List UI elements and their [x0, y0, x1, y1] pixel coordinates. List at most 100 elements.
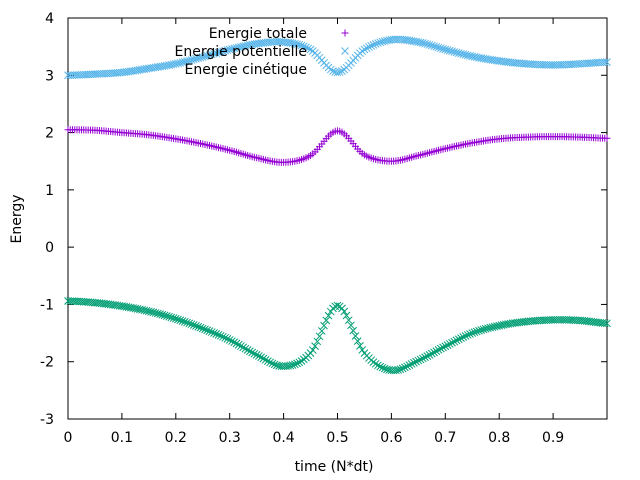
data-point: [219, 332, 227, 341]
data-point: [430, 42, 438, 51]
data-point: [288, 361, 297, 369]
data-point: [470, 328, 479, 337]
data-point: [392, 366, 400, 375]
x-tick-label: 0.1: [111, 430, 133, 446]
data-point: [232, 44, 241, 52]
data-point: [421, 39, 429, 48]
data-point: [432, 347, 441, 355]
data-point: [196, 323, 205, 332]
data-point: [142, 306, 151, 315]
data-point: [416, 38, 425, 47]
data-point: [293, 40, 301, 49]
data-point: [436, 44, 445, 53]
data-point: [380, 364, 389, 373]
data-point: [178, 58, 187, 67]
x-tick-label: 0.2: [165, 430, 187, 446]
data-point: [144, 307, 153, 316]
data-point: [600, 58, 609, 67]
data-point: [230, 44, 239, 53]
data-point: [187, 56, 196, 64]
data-point: [248, 348, 257, 357]
data-point: [335, 68, 344, 76]
data-point: [174, 315, 182, 324]
data-point: [207, 50, 216, 59]
data-point: [603, 319, 611, 328]
data-point: [306, 45, 315, 54]
data-point: [171, 314, 180, 323]
x-tick-label: 0.7: [434, 430, 456, 446]
data-point: [284, 362, 292, 370]
data-point: [376, 362, 385, 371]
data-point: [169, 60, 178, 69]
data-point: [237, 342, 245, 350]
data-point: [136, 305, 144, 314]
data-point: [225, 45, 234, 54]
y-tick-label: 3: [45, 68, 54, 84]
data-point: [445, 46, 454, 55]
data-point: [198, 53, 207, 61]
data-point: [360, 45, 369, 54]
data-point: [466, 330, 474, 338]
data-point: [401, 363, 409, 372]
data-point: [484, 324, 492, 333]
data-point: [205, 327, 214, 336]
data-point: [367, 42, 376, 50]
data-point: [219, 47, 227, 56]
data-point: [463, 331, 472, 339]
data-point: [418, 354, 427, 363]
data-point: [290, 39, 299, 48]
legend-label: Energie potentielle: [175, 44, 308, 60]
data-point: [311, 342, 319, 350]
data-point: [472, 327, 481, 336]
data-point: [216, 331, 225, 340]
data-point: [371, 359, 380, 368]
data-series: [64, 35, 611, 375]
legend-label: Energie totale: [209, 26, 307, 42]
data-point: [270, 360, 279, 369]
data-point: [320, 321, 328, 330]
data-point: [187, 320, 196, 329]
data-point: [452, 336, 461, 345]
data-point: [297, 41, 306, 50]
data-point: [210, 49, 218, 58]
data-point: [396, 365, 405, 374]
data-point: [207, 328, 216, 336]
data-point: [156, 310, 164, 318]
data-point: [183, 57, 191, 66]
data-point: [216, 48, 225, 56]
data-point: [304, 44, 313, 53]
data-point: [241, 41, 250, 50]
data-point: [234, 340, 243, 349]
data-point: [158, 310, 167, 319]
data-point: [468, 52, 477, 61]
data-point: [421, 353, 429, 362]
data-point: [225, 336, 234, 344]
y-axis-label: Energy: [9, 194, 25, 243]
data-point: [293, 359, 301, 368]
data-point: [210, 329, 218, 337]
data-point: [317, 327, 326, 335]
data-point: [340, 307, 349, 316]
data-point: [185, 319, 194, 328]
data-point: [342, 311, 351, 320]
data-point: [468, 329, 477, 337]
data-point: [425, 351, 434, 359]
data-point: [403, 362, 411, 371]
data-point: [378, 37, 387, 46]
data-point: [183, 318, 191, 327]
y-tick-label: -2: [40, 355, 54, 371]
data-point: [185, 56, 194, 65]
data-point: [459, 50, 468, 59]
legend: Energie totale Energie potentielle Energie…: [175, 26, 349, 78]
data-point: [178, 317, 187, 325]
y-tick-label: -3: [40, 412, 54, 428]
data-point: [266, 358, 274, 367]
data-point: [205, 51, 214, 59]
data-point: [376, 38, 385, 47]
data-point: [133, 305, 142, 313]
data-point: [434, 43, 443, 52]
legend-label: Energie cinétique: [184, 62, 307, 78]
data-point: [228, 45, 236, 53]
x-axis-label: time (N*dt): [295, 459, 374, 475]
data-point: [454, 335, 463, 344]
